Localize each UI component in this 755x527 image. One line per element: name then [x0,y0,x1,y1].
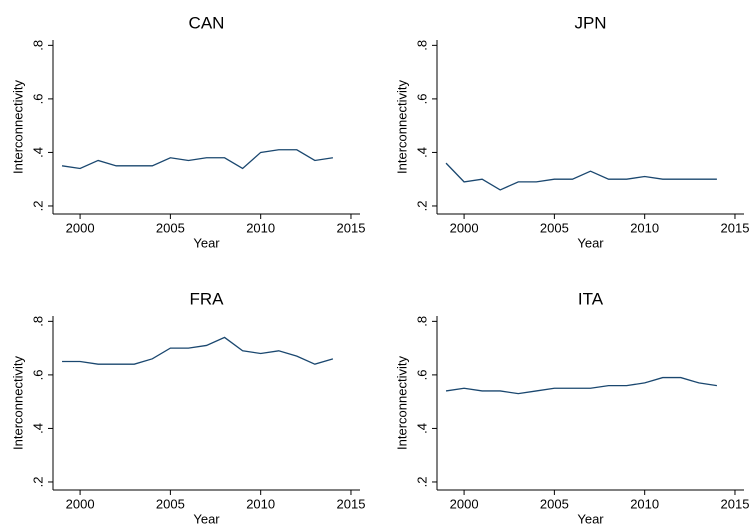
x-tick-label: 2000 [66,496,95,511]
x-tick-label: 2015 [337,220,366,235]
x-tick-label: 2005 [156,496,185,511]
y-tick-label: .4 [414,147,429,158]
data-line [445,376,718,395]
x-tick-label: 2015 [337,496,366,511]
panel-title: JPN [574,13,606,32]
x-tick-label: 2010 [630,496,659,511]
x-tick-label: 2015 [721,220,750,235]
y-tick-label: .2 [414,201,429,212]
y-tick-label: .8 [30,40,45,51]
x-tick-label: 2010 [246,220,275,235]
x-tick-label: 2000 [450,496,479,511]
y-tick-label: .8 [30,316,45,327]
x-tick-label: 2010 [630,220,659,235]
x-axis-label: Year [193,511,220,526]
x-tick-label: 2000 [66,220,95,235]
x-tick-label: 2005 [540,496,569,511]
y-tick-label: .4 [30,423,45,434]
y-tick-label: .2 [414,477,429,488]
x-tick-label: 2015 [721,496,750,511]
y-tick-label: .8 [414,40,429,51]
x-tick-label: 2010 [246,496,275,511]
data-line [61,149,334,170]
y-tick-label: .2 [30,477,45,488]
x-axis-label: Year [193,235,220,250]
data-line [445,162,717,191]
x-tick-label: 2005 [540,220,569,235]
x-tick-label: 2000 [450,220,479,235]
x-axis-label: Year [577,235,604,250]
y-axis-label: Interconnectivity [394,80,409,174]
panel-title: FRA [190,289,225,308]
y-tick-label: .6 [30,369,45,380]
y-tick-label: .6 [414,93,429,104]
x-tick-label: 2005 [156,220,185,235]
y-tick-label: .6 [30,93,45,104]
y-tick-label: .8 [414,316,429,327]
y-axis-label: Interconnectivity [394,356,409,450]
y-tick-label: .2 [30,201,45,212]
y-tick-label: .4 [30,147,45,158]
y-tick-label: .4 [414,423,429,434]
y-axis-label: Interconnectivity [10,356,25,450]
y-tick-label: .6 [414,369,429,380]
x-axis-label: Year [577,511,604,526]
panel-title: CAN [189,13,225,32]
panel-title: ITA [578,289,604,308]
y-axis-label: Interconnectivity [10,80,25,174]
data-line [62,336,334,365]
